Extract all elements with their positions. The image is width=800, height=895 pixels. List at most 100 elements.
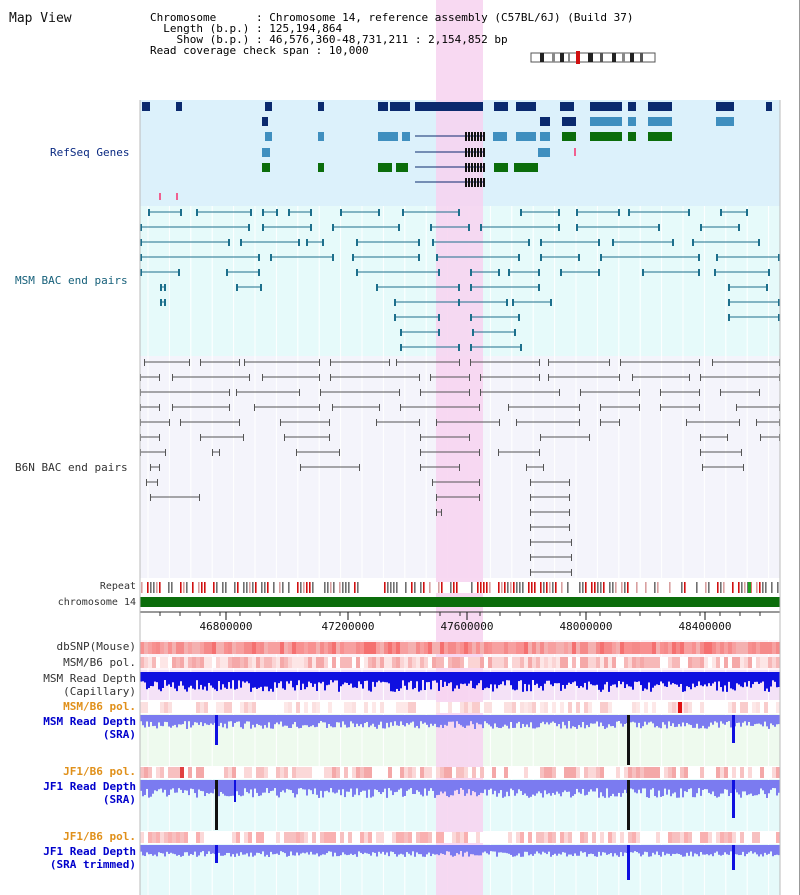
jf1-trim-depth [326, 845, 328, 854]
jf1-sra-depth [590, 780, 592, 790]
track-label-chromosome[interactable]: chromosome 14 [57, 597, 136, 608]
track-label-msm-bac[interactable]: MSM BAC end pairs [15, 274, 128, 287]
jf1-sra-depth [398, 780, 400, 790]
track-label-msm-depth-sra[interactable]: MSM Read Depth [43, 715, 136, 728]
msm-sra-depth [156, 715, 158, 729]
track-label-jf1-depth-sra[interactable]: JF1 Read Depth [43, 780, 136, 793]
jf1-b6-pol2-cell [376, 832, 380, 843]
msm-capillary-depth [592, 672, 594, 686]
repeat-element [498, 582, 500, 593]
jf1-b6-pol-cell [684, 767, 688, 778]
jf1-b6-pol2-cell [392, 832, 396, 843]
b6n-bac-end [530, 494, 531, 501]
b6n-bac-end [526, 464, 527, 471]
msm-capillary-depth [442, 672, 444, 687]
jf1-sra-depth [424, 780, 426, 789]
msm-sra-depth [678, 715, 680, 725]
repeat-element [762, 582, 764, 593]
jf1-trim-depth [252, 845, 254, 857]
b6n-bac-end [700, 449, 701, 456]
msm-capillary-depth [658, 672, 660, 686]
track-label-b6n-bac[interactable]: B6N BAC end pairs [15, 461, 128, 474]
msm-sra-depth [260, 715, 262, 726]
exon [471, 178, 473, 187]
jf1-trim-depth [402, 845, 404, 855]
jf1-b6-pol-cell [592, 767, 596, 778]
track-label-dbsnp[interactable]: dbSNP(Mouse) [56, 640, 136, 653]
msm-capillary-depth [340, 672, 342, 687]
jf1-trim-depth [534, 845, 536, 854]
msm-sra-depth [154, 715, 156, 726]
msm-sra-depth [706, 715, 708, 729]
msm-bac-end [356, 239, 358, 246]
jf1-b6-pol2-cell [500, 832, 504, 843]
jf1-trim-depth [762, 845, 764, 857]
msm-capillary-depth [740, 672, 742, 687]
repeat-element [180, 582, 182, 593]
msm-sra-depth [362, 715, 364, 728]
msm-b6-pol-cell [540, 657, 544, 668]
msm-sra-depth [240, 715, 242, 728]
track-label-jf1-b6-pol[interactable]: JF1/B6 pol. [63, 765, 136, 778]
dbsnp-cell [260, 642, 264, 654]
jf1-sra-depth [164, 780, 166, 790]
jf1-sra-depth [220, 780, 222, 792]
jf1-sra-depth [542, 780, 544, 798]
repeat-element [255, 582, 257, 593]
dbsnp-cell [280, 642, 284, 654]
msm-b6-pol2-cell [712, 702, 716, 713]
msm-capillary-depth [756, 672, 758, 682]
dbsnp-cell [412, 642, 416, 654]
jf1-trim-depth [218, 845, 220, 853]
jf1-b6-pol-cell [692, 767, 696, 778]
msm-sra-depth [640, 715, 642, 729]
jf1-trim-depth [542, 845, 544, 852]
jf1-sra-depth [368, 780, 370, 790]
msm-bac-end [558, 224, 560, 231]
b6n-bac-end [569, 509, 570, 516]
jf1-b6-pol2-cell [628, 832, 632, 843]
jf1-b6-pol-cell [636, 767, 640, 778]
msm-capillary-depth [328, 672, 330, 685]
jf1-sra-depth [382, 780, 384, 793]
msm-capillary-depth [398, 672, 400, 691]
track-label-msm-b6-pol[interactable]: MSM/B6 pol. [63, 656, 136, 669]
b6n-bac-end [200, 359, 201, 366]
msm-capillary-depth [294, 672, 296, 691]
b6n-bac-end [699, 404, 700, 411]
jf1-trim-depth [440, 845, 442, 854]
track-label-jf1-depth-trim[interactable]: JF1 Read Depth [43, 845, 136, 858]
track-label-refseq-genes[interactable]: RefSeq Genes [50, 146, 130, 159]
jf1-sra-depth [406, 780, 408, 791]
msm-bac-end [458, 299, 460, 306]
jf1-trim-depth [470, 845, 472, 855]
jf1-sra-depth [176, 780, 178, 793]
msm-sra-depth [728, 715, 730, 722]
msm-b6-pol2-cell [348, 702, 352, 713]
jf1-b6-pol-cell [296, 767, 300, 778]
exon [471, 163, 473, 172]
jf1-sra-depth [522, 780, 524, 796]
msm-sra-depth [310, 715, 312, 727]
dbsnp-cell [508, 642, 512, 654]
exon [477, 178, 479, 187]
track-label-msm-depth-capillary[interactable]: MSM Read Depth [43, 672, 136, 685]
msm-sra-depth [250, 715, 252, 729]
track-label-msm-b6-pol-2[interactable]: MSM/B6 pol. [63, 700, 136, 713]
msm-capillary-depth [174, 672, 176, 689]
dbsnp-cell [484, 642, 488, 654]
track-label-repeat[interactable]: Repeat [99, 581, 136, 592]
jf1-b6-pol2-cell [400, 832, 404, 843]
msm-b6-pol-cell [688, 657, 692, 668]
track-label-jf1-b6-pol-2[interactable]: JF1/B6 pol. [63, 830, 136, 843]
b6n-bac-end [319, 404, 320, 411]
msm-b6-pol-cell [768, 657, 772, 668]
jf1-trim-depth [344, 845, 346, 855]
jf1-sra-depth [402, 780, 404, 797]
msm-b6-pol-cell [528, 657, 532, 668]
jf1-b6-pol-cell [460, 767, 464, 778]
jf1-b6-pol-cell [184, 767, 188, 778]
msm-bac-end [262, 209, 264, 216]
msm-capillary-depth [646, 672, 648, 690]
